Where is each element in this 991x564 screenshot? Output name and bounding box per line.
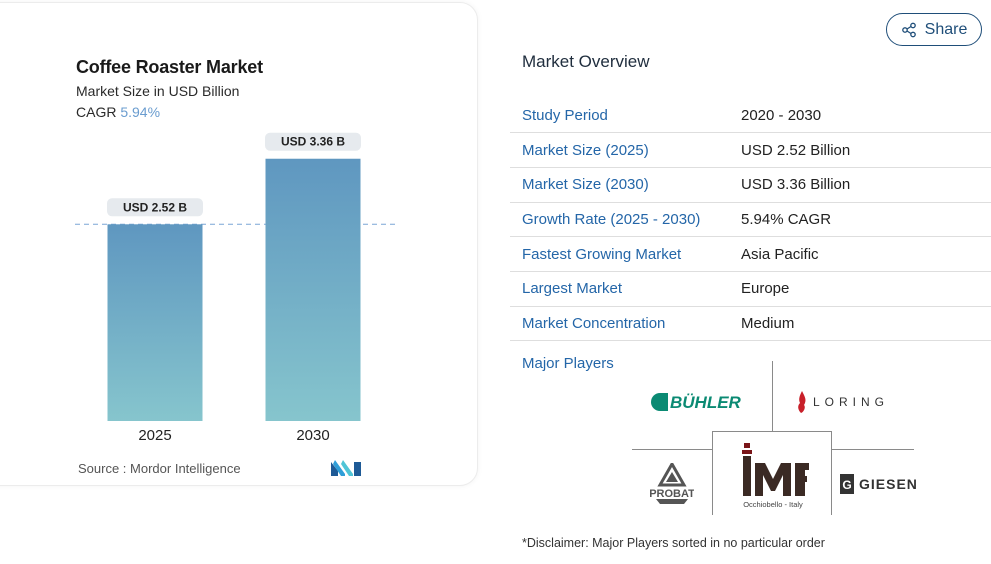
row-label: Study Period — [510, 98, 741, 134]
share-button[interactable]: Share — [886, 13, 982, 46]
chart-card — [0, 2, 478, 486]
row-label: Market Size (2025) — [510, 132, 741, 168]
row-value: USD 3.36 Billion — [741, 167, 991, 203]
bar-2025 — [107, 224, 203, 421]
row-label: Market Concentration — [510, 306, 741, 342]
source-label: Source : — [78, 461, 127, 476]
table-row: Fastest Growing Market Asia Pacific — [510, 236, 991, 272]
chart-subtitle: Market Size in USD Billion — [76, 83, 240, 99]
svg-text:BÜHLER: BÜHLER — [670, 393, 742, 412]
svg-text:PROBAT: PROBAT — [650, 488, 694, 500]
bar-2030 — [265, 158, 361, 421]
row-value: Medium — [741, 306, 991, 342]
row-label: Largest Market — [510, 271, 741, 307]
source-name: Mordor Intelligence — [130, 461, 241, 476]
probat-logo: PROBAT — [650, 463, 694, 504]
x-tick-label: 2030 — [296, 427, 329, 444]
table-row: Study Period 2020 - 2030 — [510, 98, 991, 134]
x-tick-label: 2025 — [138, 427, 171, 444]
data-label: USD 3.36 B — [281, 135, 345, 149]
data-label-bg — [265, 132, 361, 151]
market-overview-table: Study Period 2020 - 2030 Market Size (20… — [510, 98, 991, 342]
share-label: Share — [924, 20, 968, 38]
major-players-label: Major Players — [522, 355, 614, 372]
loring-logo: LORING — [797, 391, 889, 413]
data-label: USD 2.52 B — [123, 200, 187, 214]
bar-chart: USD 2.52 B 2025 USD 3.36 B 2030 — [75, 132, 395, 444]
chart-title: Coffee Roaster Market — [76, 57, 263, 77]
row-value: 5.94% CAGR — [741, 202, 991, 238]
row-value: USD 2.52 Billion — [741, 132, 991, 168]
giesen-logo: G GIESEN — [840, 474, 918, 494]
market-overview-title: Market Overview — [522, 52, 650, 71]
cagr-value: 5.94% — [120, 104, 161, 120]
disclaimer-text: *Disclaimer: Major Players sorted in no … — [522, 536, 825, 550]
row-label: Market Size (2030) — [510, 167, 741, 203]
cagr-label: CAGR — [76, 104, 117, 120]
table-row: Market Size (2030) USD 3.36 Billion — [510, 167, 991, 203]
chart-cagr: CAGR 5.94% — [76, 104, 160, 120]
table-row: Largest Market Europe — [510, 271, 991, 307]
buhler-logo: BÜHLER — [651, 393, 750, 412]
share-icon — [901, 22, 916, 37]
svg-text:G: G — [842, 478, 851, 492]
row-value: Asia Pacific — [741, 236, 991, 272]
row-label: Fastest Growing Market — [510, 236, 741, 272]
row-value: Europe — [741, 271, 991, 307]
table-row: Growth Rate (2025 - 2030) 5.94% CAGR — [510, 202, 991, 238]
mordor-intelligence-icon — [331, 460, 361, 476]
flame-icon — [798, 391, 806, 413]
row-value: 2020 - 2030 — [741, 98, 991, 134]
table-row: Market Size (2025) USD 2.52 Billion — [510, 132, 991, 168]
imf-logo: Occhiobello - Italy — [742, 443, 809, 509]
table-row: Market Concentration Medium — [510, 306, 991, 342]
source-line: Source : Mordor Intelligence — [78, 461, 241, 476]
data-label-bg — [107, 198, 203, 217]
row-label: Growth Rate (2025 - 2030) — [510, 202, 741, 238]
svg-text:Occhiobello - Italy: Occhiobello - Italy — [743, 500, 803, 509]
giesen-mark-icon: G — [840, 474, 854, 494]
